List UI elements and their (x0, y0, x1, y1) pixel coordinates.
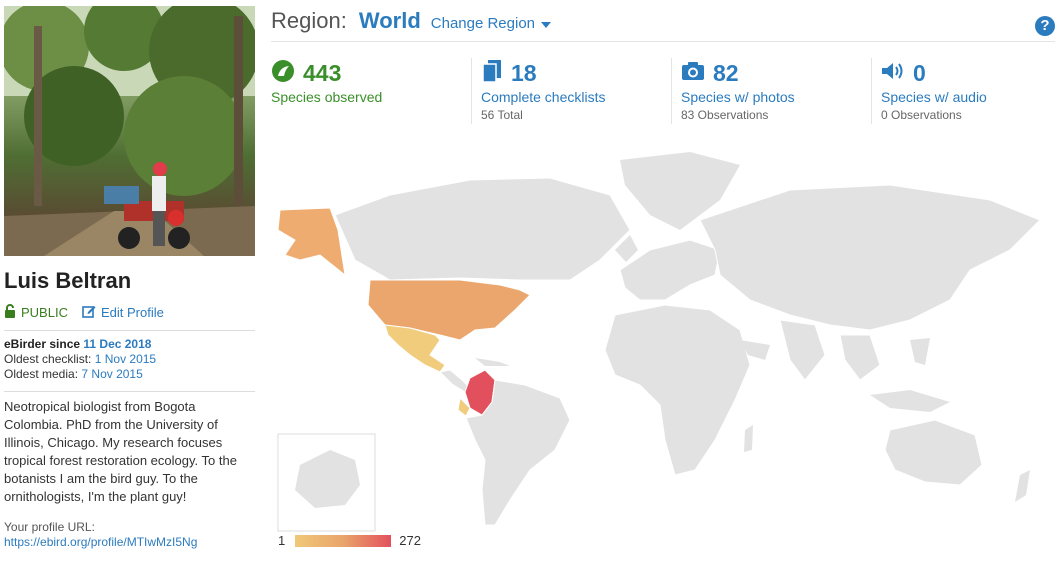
map-region-japan (910, 338, 930, 365)
map-legend: 1 272 (278, 533, 421, 548)
region-header: Region: World Change Region ? (271, 8, 1055, 42)
edit-profile-label: Edit Profile (100, 305, 164, 320)
oldest-checklist-label: Oldest checklist: (4, 352, 92, 366)
map-region-central-america (438, 369, 471, 393)
checklist-icon (481, 59, 503, 88)
map-region-mexico (384, 324, 446, 373)
map-region-greenland (620, 152, 740, 230)
visibility-label: PUBLIC (21, 305, 68, 320)
stats-row: 443 Species observed 18 Complete checkli… (271, 58, 1061, 124)
stat-sub: 56 Total (481, 108, 523, 122)
map-region-uk (615, 235, 638, 262)
oldest-media-date[interactable]: 7 Nov 2015 (81, 367, 143, 381)
stat-label: Species w/ photos (681, 89, 795, 105)
since-label: eBirder since (4, 337, 81, 351)
profile-url-link[interactable]: https://ebird.org/profile/MTIwMzI5Ng (4, 535, 198, 549)
map-region-ecuador (457, 396, 471, 417)
map-region-indonesia (870, 390, 950, 412)
camera-icon (681, 61, 705, 86)
change-region-dropdown[interactable]: Change Region (430, 15, 552, 32)
map-region-madagascar (744, 425, 753, 452)
oldest-media-label: Oldest media: (4, 367, 79, 381)
stat-species-observed[interactable]: 443 Species observed (271, 58, 471, 124)
since-date: 11 Dec 2018 (83, 337, 152, 351)
divider (4, 391, 255, 392)
stat-label: Species w/ audio (881, 89, 987, 105)
map-region-southeast-asia (839, 334, 881, 381)
edit-profile-link[interactable]: Edit Profile (82, 304, 164, 321)
map-region-south-america (465, 379, 571, 526)
profile-panel: Luis Beltran PUBLIC Edit Profile eBirder… (4, 6, 255, 550)
stat-number: 18 (511, 59, 537, 86)
stat-species-audio[interactable]: 0 Species w/ audio 0 Observations (871, 58, 1061, 124)
change-region-label: Change Region (430, 15, 536, 32)
stat-sub: 0 Observations (881, 108, 962, 122)
unlock-icon (4, 304, 16, 321)
world-map[interactable] (270, 140, 1055, 540)
profile-name: Luis Beltran (4, 268, 132, 293)
legend-max: 272 (399, 533, 421, 548)
stat-label: Species observed (271, 89, 383, 105)
map-region-europe (619, 239, 721, 301)
legend-min: 1 (278, 533, 286, 548)
map-region-asia (699, 184, 1041, 331)
help-icon[interactable]: ? (1035, 16, 1055, 36)
map-region-africa (604, 304, 751, 476)
oldest-checklist-date[interactable]: 1 Nov 2015 (94, 352, 157, 366)
map-region-caribbean (475, 358, 510, 366)
divider (4, 330, 255, 331)
member-dates: eBirder since 11 Dec 2018 Oldest checkli… (4, 337, 255, 382)
profile-url-label: Your profile URL: (4, 520, 95, 534)
map-region-australia (884, 419, 983, 486)
stat-label: Complete checklists (481, 89, 606, 105)
stat-number: 82 (713, 59, 739, 86)
map-region-arabia (740, 340, 770, 360)
stat-number: 443 (303, 59, 342, 86)
region-label: Region: (271, 8, 347, 33)
edit-icon (82, 304, 96, 321)
legend-color-scale (295, 534, 392, 547)
map-region-canada (334, 177, 631, 281)
speaker-icon (881, 61, 905, 86)
map-region-antarctica (295, 450, 360, 508)
stat-number: 0 (913, 59, 926, 86)
profile-bio: Neotropical biologist from Bogota Colomb… (4, 399, 237, 504)
caret-down-icon (541, 15, 552, 32)
profile-badges: PUBLIC Edit Profile (4, 304, 255, 321)
profile-url-block: Your profile URL: https://ebird.org/prof… (4, 520, 255, 550)
stat-species-photos[interactable]: 82 Species w/ photos 83 Observations (671, 58, 871, 124)
map-region-new-zealand (1015, 470, 1030, 502)
public-badge: PUBLIC (4, 304, 68, 321)
map-region-india (779, 319, 826, 381)
profile-photo (4, 6, 255, 256)
species-icon (271, 59, 295, 88)
map-region-alaska (277, 207, 346, 277)
region-value: World (358, 8, 421, 33)
stat-complete-checklists[interactable]: 18 Complete checklists 56 Total (471, 58, 671, 124)
stat-sub: 83 Observations (681, 108, 769, 122)
